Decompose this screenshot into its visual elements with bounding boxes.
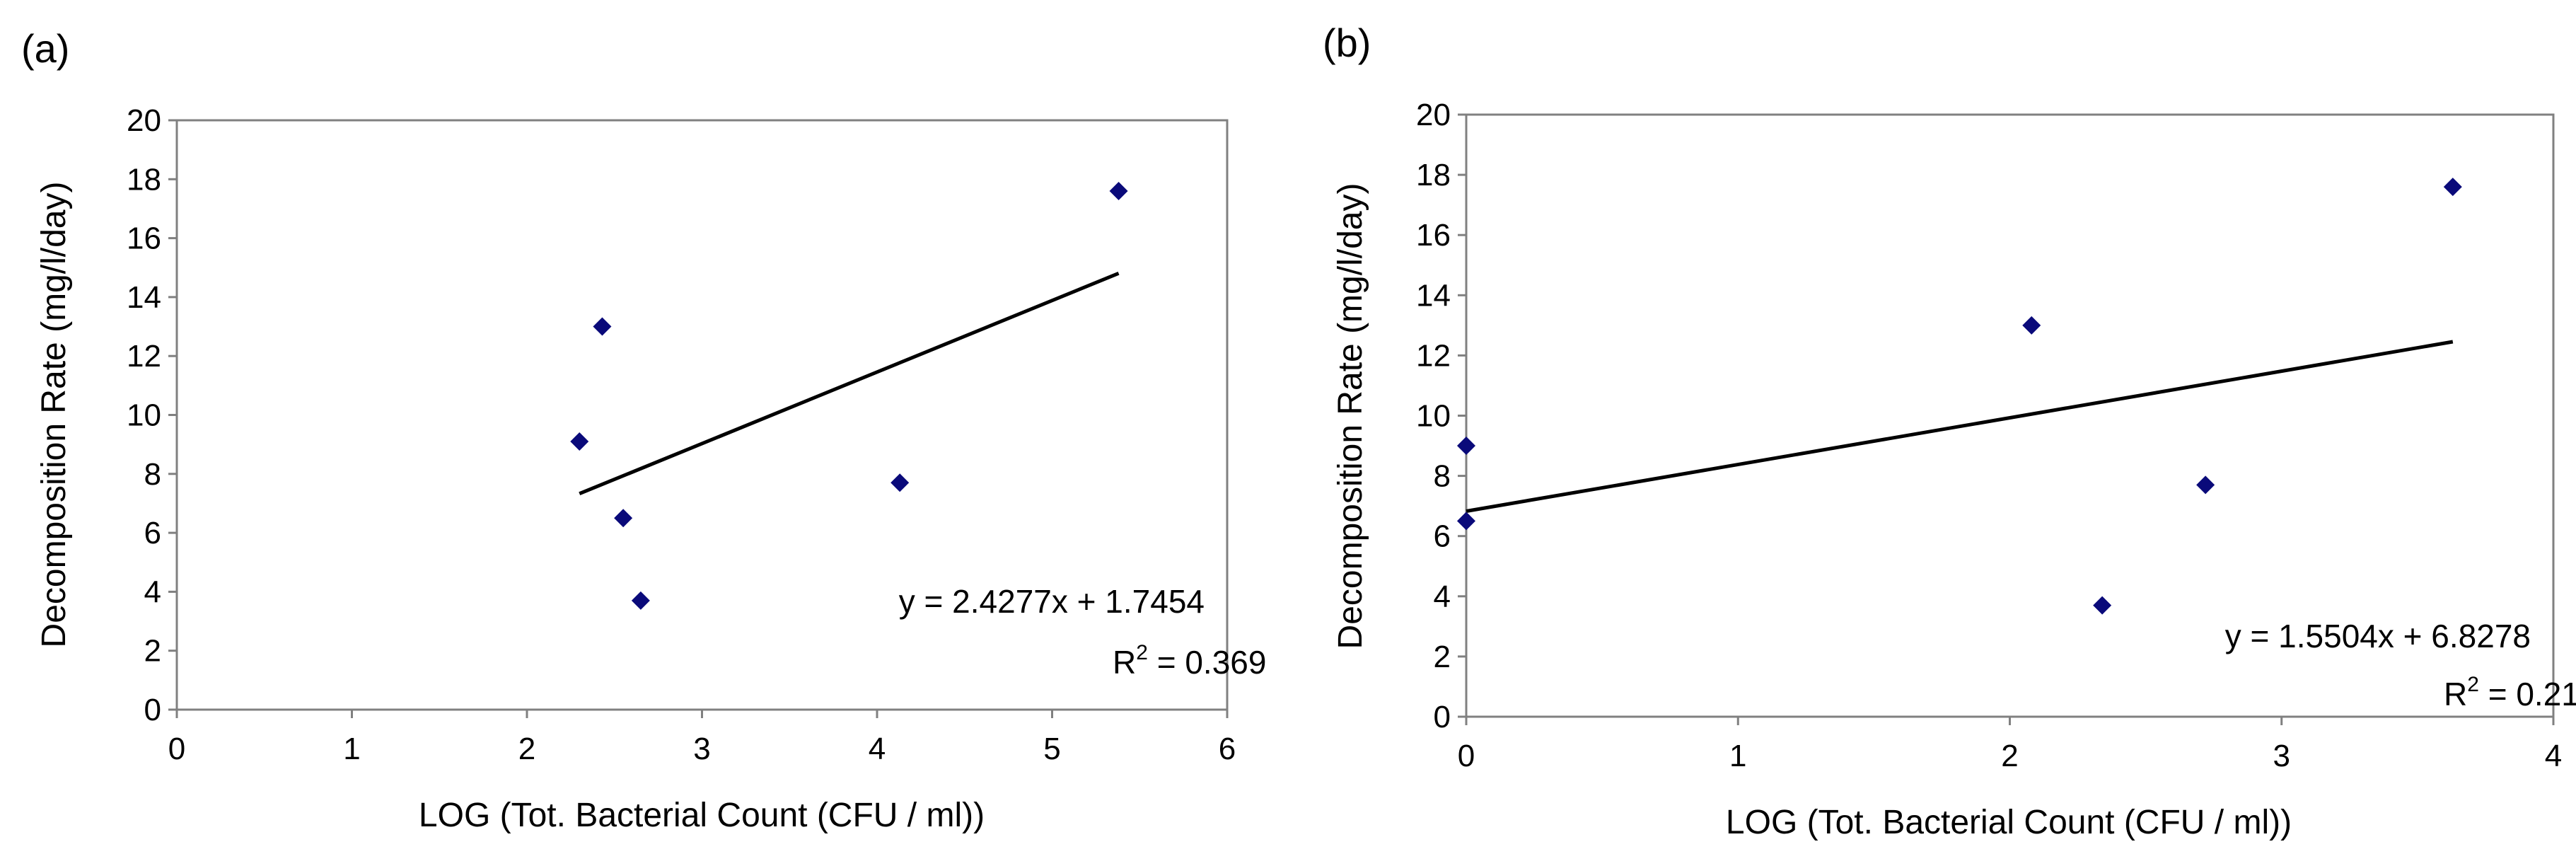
panel-label: (a) — [21, 26, 69, 71]
y-tick-label: 10 — [1416, 399, 1451, 434]
x-tick-label: 5 — [1043, 732, 1060, 766]
y-tick-label: 18 — [127, 162, 161, 197]
data-point — [2196, 475, 2215, 495]
y-tick-label: 4 — [144, 575, 161, 609]
y-axis-title: Decomposition Rate (mg/l/day) — [35, 182, 73, 648]
regression-equation: y = 2.4277x + 1.7454 — [899, 583, 1205, 620]
r-squared-prefix: R — [1113, 644, 1136, 681]
data-point — [570, 432, 589, 451]
y-tick-label: 6 — [144, 516, 161, 550]
trendline — [579, 271, 1120, 496]
data-point — [614, 509, 633, 528]
data-point — [1457, 512, 1475, 531]
x-tick-label: 3 — [693, 732, 710, 766]
y-tick-label: 8 — [1434, 459, 1451, 494]
y-tick-label: 14 — [1416, 278, 1451, 313]
r-squared-superscript: 2 — [2467, 673, 2479, 696]
y-tick-label: 12 — [1416, 338, 1451, 373]
x-tick-label: 2 — [2001, 739, 2018, 773]
y-tick-label: 12 — [127, 339, 161, 374]
y-tick-label: 4 — [1434, 579, 1451, 614]
data-point — [890, 473, 910, 492]
r-squared-value: = 0.2149 — [2479, 676, 2576, 712]
r-squared-prefix: R — [2444, 676, 2467, 712]
y-tick-label: 2 — [144, 634, 161, 669]
x-tick-label: 0 — [1458, 739, 1475, 773]
y-tick-label: 0 — [1434, 700, 1451, 734]
y-tick-label: 2 — [1434, 640, 1451, 674]
x-tick-label: 2 — [518, 732, 535, 766]
y-tick-label: 10 — [127, 398, 161, 433]
y-tick-label: 0 — [144, 693, 161, 727]
data-point — [1109, 181, 1128, 200]
y-tick-label: 6 — [1434, 519, 1451, 554]
r-squared: R2 = 0.369 — [1113, 641, 1266, 681]
x-tick-label: 0 — [168, 732, 185, 766]
x-tick-label: 4 — [2545, 739, 2562, 773]
data-point — [2093, 596, 2112, 615]
panel-label: (b) — [1323, 21, 1371, 65]
r-squared-value: = 0.369 — [1148, 644, 1267, 681]
data-point — [2022, 316, 2041, 335]
x-axis-title: LOG (Tot. Bacterial Count (CFU / ml)) — [419, 797, 985, 834]
y-tick-label: 16 — [127, 221, 161, 256]
x-tick-label: 1 — [1729, 739, 1746, 773]
y-tick-label: 8 — [144, 457, 161, 492]
data-point — [2443, 178, 2462, 197]
trendline — [1466, 340, 2454, 513]
r-squared-superscript: 2 — [1136, 641, 1148, 664]
y-tick-label: 18 — [1416, 158, 1451, 192]
regression-equation: y = 1.5504x + 6.8278 — [2225, 618, 2531, 654]
x-tick-label: 1 — [343, 732, 360, 766]
x-axis-title: LOG (Tot. Bacterial Count (CFU / ml)) — [1726, 804, 2292, 841]
x-tick-label: 4 — [869, 732, 886, 766]
y-tick-label: 14 — [127, 280, 161, 315]
plot-area-border — [175, 119, 1229, 711]
x-tick-label: 6 — [1219, 732, 1236, 766]
data-point — [1457, 437, 1475, 456]
data-point — [631, 591, 650, 610]
data-point — [593, 317, 612, 336]
r-squared: R2 = 0.2149 — [2444, 673, 2576, 712]
y-tick-label: 16 — [1416, 218, 1451, 253]
y-axis-title: Decomposition Rate (mg/l/day) — [1332, 183, 1369, 650]
y-tick-label: 20 — [127, 103, 161, 138]
y-tick-label: 20 — [1416, 98, 1451, 132]
x-tick-label: 3 — [2273, 739, 2290, 773]
